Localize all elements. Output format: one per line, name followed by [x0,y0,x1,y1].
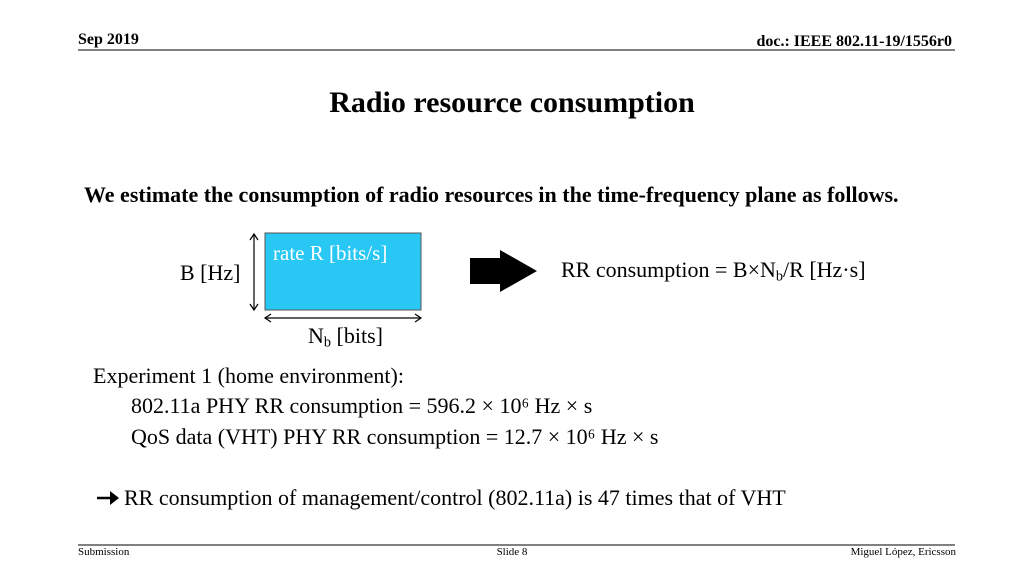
subscript: b [323,334,332,351]
bits-label: Nb [bits] [308,323,383,352]
intro: We estimate the consumption of radio res… [84,182,899,207]
experiment-line: QoS data (VHT) PHY RR consumption = 12.7… [131,424,659,449]
text: /R [Hz·s] [783,257,866,282]
text: [bits] [331,323,383,348]
footer-center: Slide 8 [496,546,528,558]
header-date: Sep 2019 [78,31,139,48]
experiment-heading: Experiment 1 (home environment): [93,363,404,388]
formula: RR consumption = B×Nb/R [Hz·s] [561,257,866,286]
footer-left: Submission [78,546,130,558]
conclusion: RR consumption of management/control (80… [124,485,786,510]
text: N [308,323,324,348]
bandwidth-label: B [Hz] [180,260,241,285]
conclusion-arrow [97,491,119,505]
header-doc: doc.: IEEE 802.11-19/1556r0 [756,33,952,50]
subscript: b [775,268,784,285]
title: Radio resource consumption [329,86,695,119]
text: RR consumption = B×N [561,257,776,282]
dimension-arrows [249,232,423,323]
footer-right: Miguel López, Ericsson [850,546,956,558]
big-arrow [470,250,537,292]
resource-block [264,232,422,311]
experiment-line: 802.11a PHY RR consumption = 596.2 × 10⁶… [131,393,593,418]
rate-label: rate R [bits/s] [273,241,388,265]
